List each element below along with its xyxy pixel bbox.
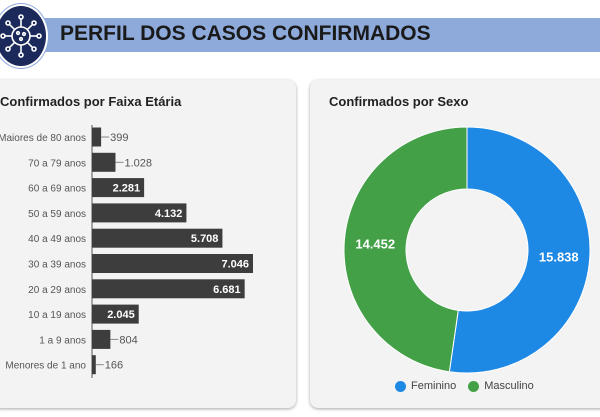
bar bbox=[92, 203, 187, 223]
legend-dot-icon bbox=[395, 380, 406, 392]
bar-category-label: 10 a 19 anos bbox=[28, 310, 86, 321]
bar-value-label: 7.046 bbox=[221, 259, 249, 271]
bar-category-label: 60 a 69 anos bbox=[28, 184, 86, 195]
bar-value-label: 399 bbox=[110, 132, 128, 144]
bar-value-label: 5.708 bbox=[191, 233, 219, 245]
bar bbox=[92, 279, 245, 299]
bar-value-label: 4.132 bbox=[155, 208, 183, 220]
donut-value-label: 14.452 bbox=[355, 236, 395, 251]
age-bar-chart: Maiores de 80 anos 399 70 a 79 anos 1.028 60… bbox=[0, 125, 253, 378]
bar bbox=[92, 228, 223, 248]
age-chart-card: Confirmados por Faixa Etária bbox=[0, 80, 296, 408]
bar-value-label: 6.681 bbox=[213, 284, 241, 296]
legend-item-masculino[interactable]: Masculino bbox=[468, 380, 534, 392]
bar-category-label: 1 a 9 anos bbox=[39, 335, 86, 346]
bar-category-label: Menores de 1 ano bbox=[5, 361, 86, 372]
bar bbox=[92, 127, 102, 147]
header-bar bbox=[38, 18, 600, 52]
age-chart-title: Confirmados por Faixa Etária bbox=[0, 94, 182, 109]
donut-slice-masculino bbox=[343, 126, 468, 373]
bar-category-label: Maiores de 80 anos bbox=[0, 133, 86, 144]
donut-slice-feminino bbox=[448, 126, 591, 374]
bar-value-label: 2.281 bbox=[113, 183, 141, 195]
bar-category-label: 40 a 49 anos bbox=[28, 234, 86, 245]
bar-value-label: 1.028 bbox=[124, 157, 152, 169]
bar-category-label: 70 a 79 anos bbox=[28, 158, 86, 169]
virus-icon bbox=[0, 4, 48, 68]
page-title: PERFIL DOS CASOS CONFIRMADOS bbox=[60, 22, 431, 45]
legend-item-feminino[interactable]: Feminino bbox=[395, 380, 456, 392]
legend-dot-icon bbox=[468, 380, 480, 392]
bar-value-label: 2.045 bbox=[107, 309, 135, 321]
bar bbox=[92, 355, 96, 375]
bar bbox=[92, 254, 253, 273]
legend-label: Feminino bbox=[411, 380, 457, 392]
bar-category-label: 20 a 29 anos bbox=[28, 285, 86, 296]
bar bbox=[92, 178, 145, 198]
bar-value-label: 804 bbox=[119, 334, 137, 346]
bar bbox=[92, 304, 139, 324]
bar-value-label: 166 bbox=[105, 360, 123, 372]
legend-label: Masculino bbox=[484, 380, 534, 392]
bar bbox=[92, 329, 111, 349]
donut-value-label: 15.838 bbox=[539, 250, 579, 265]
sex-chart-title: Confirmados por Sexo bbox=[329, 94, 469, 109]
bar-category-label: 50 a 59 anos bbox=[28, 209, 86, 220]
bar bbox=[92, 152, 116, 172]
bar-category-label: 30 a 39 anos bbox=[28, 260, 86, 271]
chart-legend: Feminino Masculino bbox=[395, 380, 534, 392]
